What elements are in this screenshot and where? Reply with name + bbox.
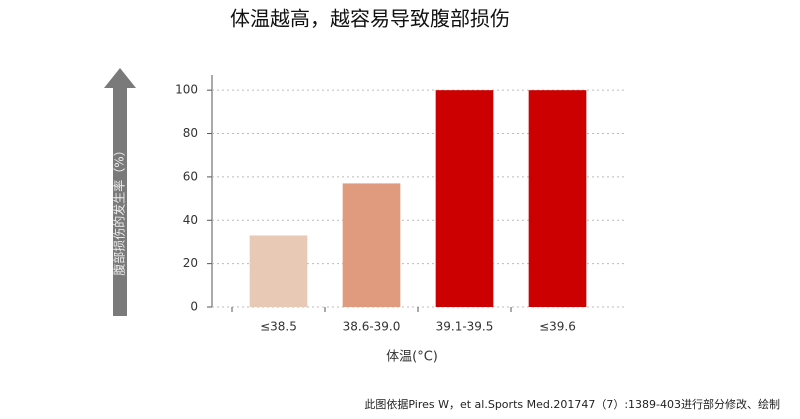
- footnote: 此图依据Pires W，et al.Sports Med.201747（7）:1…: [364, 397, 780, 411]
- x-tick-label: ≤38.5: [260, 320, 297, 334]
- y-tick-label: 40: [183, 213, 198, 227]
- y-axis-label: 腹部损伤的发生率（%）: [112, 144, 127, 275]
- y-axis-arrow: [104, 68, 136, 316]
- x-tick-label: 38.6-39.0: [343, 320, 401, 334]
- x-tick-label: ≤39.6: [539, 320, 576, 334]
- chart-title: 体温越高，越容易导致腹部损伤: [230, 7, 510, 31]
- x-axis-label: 体温(°C): [386, 350, 438, 365]
- bar: [249, 235, 308, 307]
- y-tick-label: 80: [183, 126, 198, 140]
- y-tick-label: 100: [175, 83, 198, 97]
- bar: [435, 90, 494, 307]
- bar: [528, 90, 587, 307]
- y-tick-label: 0: [190, 300, 198, 314]
- bar: [342, 183, 401, 307]
- y-tick-label: 60: [183, 169, 198, 183]
- y-tick-label: 20: [183, 256, 198, 270]
- x-tick-label: 39.1-39.5: [436, 320, 494, 334]
